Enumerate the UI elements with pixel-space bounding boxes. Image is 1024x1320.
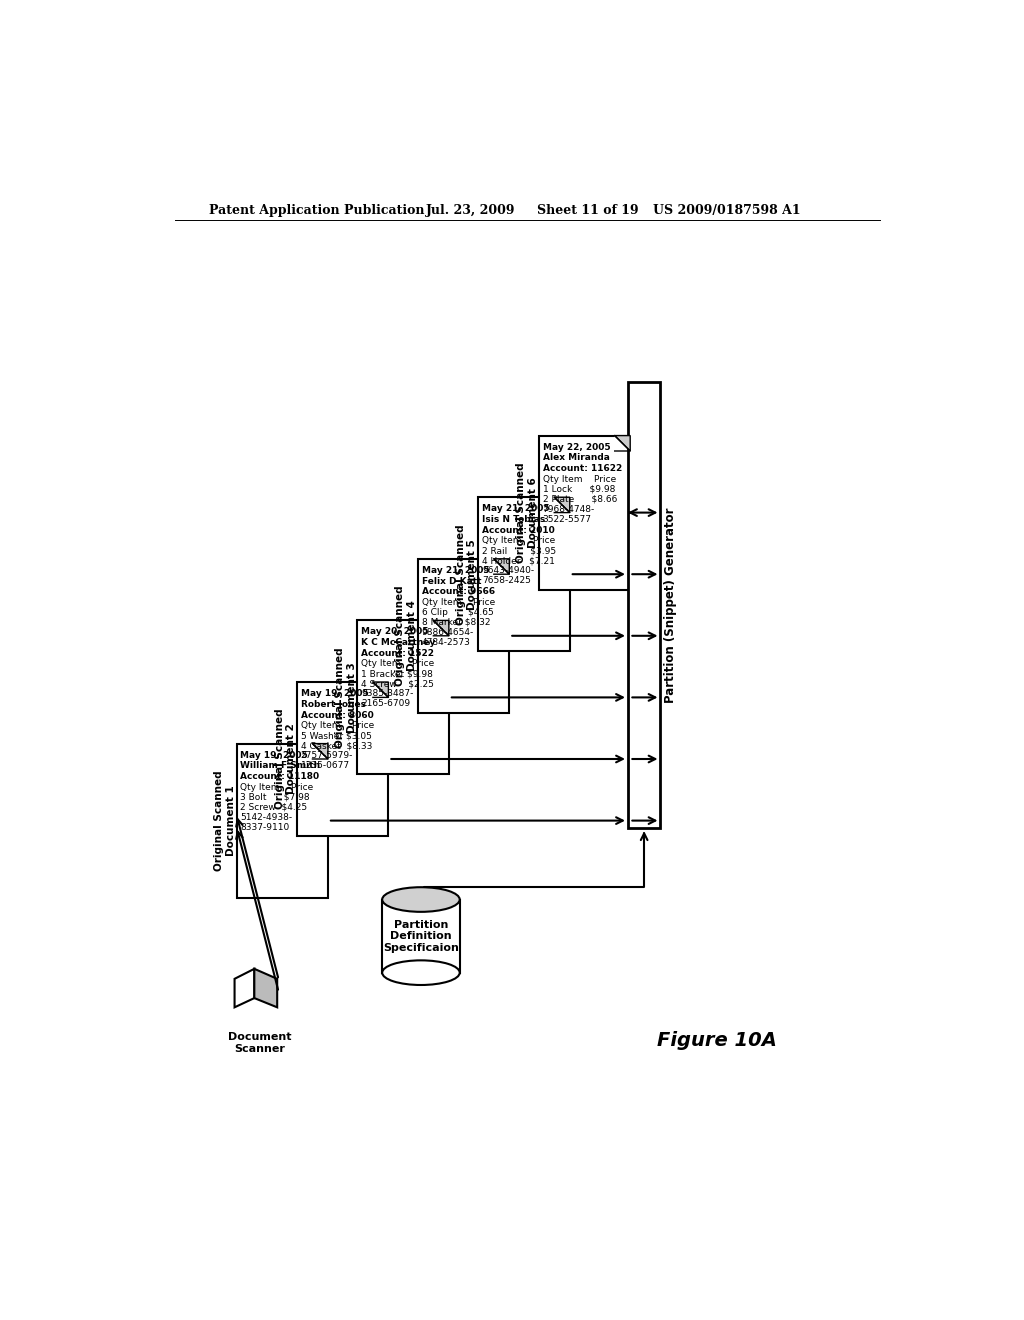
Text: 7658-2425: 7658-2425 [482, 577, 531, 585]
Text: Original Scanned
Document 6: Original Scanned Document 6 [516, 462, 538, 562]
Polygon shape [494, 558, 509, 574]
Text: Partition
Definition
Specificaion: Partition Definition Specificaion [383, 920, 459, 953]
Text: Account: 2010: Account: 2010 [482, 525, 555, 535]
Text: US 2009/0187598 A1: US 2009/0187598 A1 [653, 205, 801, 218]
Text: Jul. 23, 2009: Jul. 23, 2009 [426, 205, 516, 218]
Text: Partition (Snippet) Generator: Partition (Snippet) Generator [665, 507, 677, 702]
Text: May 20, 2005: May 20, 2005 [361, 627, 429, 636]
Text: Qty Item    Price: Qty Item Price [301, 721, 374, 730]
Polygon shape [234, 969, 254, 1007]
Text: Qty Item    Price: Qty Item Price [241, 783, 313, 792]
Text: 7968-4748-: 7968-4748- [543, 504, 595, 513]
Polygon shape [373, 682, 388, 697]
Text: 1 Bracket $9.98: 1 Bracket $9.98 [361, 669, 433, 678]
Text: May 22, 2005: May 22, 2005 [543, 442, 610, 451]
Text: 1 Lock      $9.98: 1 Lock $9.98 [543, 484, 615, 494]
Text: 4 Gasket  $8.33: 4 Gasket $8.33 [301, 741, 372, 750]
Text: Account: 8060: Account: 8060 [301, 710, 374, 719]
Text: May 19, 2005: May 19, 2005 [301, 689, 369, 698]
Text: Account: 9666: Account: 9666 [422, 587, 495, 597]
Text: Document
Scanner: Document Scanner [228, 1032, 292, 1053]
Ellipse shape [382, 887, 460, 912]
Text: Qty Item    Price: Qty Item Price [482, 536, 555, 545]
Text: 8337-9110: 8337-9110 [241, 822, 290, 832]
Text: Account: 11622: Account: 11622 [543, 465, 622, 473]
Polygon shape [433, 620, 449, 636]
Text: Qty Item    Price: Qty Item Price [422, 598, 495, 607]
Text: Original Scanned
Document 5: Original Scanned Document 5 [456, 524, 477, 624]
Text: Account: 1522: Account: 1522 [361, 649, 434, 657]
Text: William F Smith: William F Smith [241, 762, 321, 771]
Text: 1235-0677: 1235-0677 [301, 762, 350, 770]
Text: Qty Item    Price: Qty Item Price [361, 660, 434, 668]
Text: Account: 11180: Account: 11180 [241, 772, 319, 781]
Polygon shape [312, 743, 328, 759]
Text: 4784-2573: 4784-2573 [422, 638, 471, 647]
Text: 2165-6709: 2165-6709 [361, 700, 411, 709]
Polygon shape [373, 682, 388, 697]
Text: Figure 10A: Figure 10A [657, 1031, 777, 1049]
Polygon shape [614, 436, 630, 451]
Polygon shape [554, 498, 569, 512]
Text: May 21, 2005: May 21, 2005 [422, 566, 489, 574]
Text: 6 Clip       $4.65: 6 Clip $4.65 [422, 607, 494, 616]
Ellipse shape [382, 961, 460, 985]
Text: Original Scanned
Document 4: Original Scanned Document 4 [395, 586, 417, 686]
Text: 9643-4940-: 9643-4940- [482, 566, 535, 576]
Text: Original Scanned
Document 3: Original Scanned Document 3 [335, 647, 356, 747]
Text: Qty Item    Price: Qty Item Price [543, 475, 615, 483]
Polygon shape [312, 743, 328, 759]
Polygon shape [554, 498, 569, 512]
Text: 9886-4654-: 9886-4654- [422, 628, 474, 636]
Bar [382, 899, 460, 973]
Polygon shape [494, 558, 509, 574]
Text: 4 Screw    $2.25: 4 Screw $2.25 [361, 680, 434, 689]
Bar [478, 498, 569, 651]
Text: May 21, 2005: May 21, 2005 [482, 504, 550, 513]
Text: 5 Washer $3.05: 5 Washer $3.05 [301, 731, 372, 741]
Text: Robert Jones: Robert Jones [301, 700, 366, 709]
Text: 8 Marker $8.32: 8 Marker $8.32 [422, 618, 490, 627]
Bar [237, 743, 328, 898]
Text: 3 Bolt      $7.98: 3 Bolt $7.98 [241, 792, 310, 801]
Text: Original Scanned
Document 2: Original Scanned Document 2 [274, 709, 296, 809]
Text: 2757-5979-: 2757-5979- [301, 751, 353, 760]
Bar [418, 558, 509, 713]
Polygon shape [254, 969, 278, 1007]
Polygon shape [614, 436, 630, 451]
Bar [539, 436, 630, 590]
Text: 2 Screw  $4.25: 2 Screw $4.25 [241, 803, 307, 812]
Text: Isis N Tobias: Isis N Tobias [482, 515, 546, 524]
Text: Patent Application Publication: Patent Application Publication [209, 205, 425, 218]
Text: Original Scanned
Document 1: Original Scanned Document 1 [214, 771, 236, 871]
Text: 2 Rail        $3.95: 2 Rail $3.95 [482, 546, 556, 556]
Text: Alex Miranda: Alex Miranda [543, 454, 609, 462]
Text: 4 Holder   $7.21: 4 Holder $7.21 [482, 556, 555, 565]
Text: 5142-4938-: 5142-4938- [241, 813, 293, 821]
Polygon shape [433, 620, 449, 636]
Bar [297, 682, 388, 836]
Bar [628, 381, 660, 829]
Text: Felix D Katt: Felix D Katt [422, 577, 481, 586]
Text: K C McCartney: K C McCartney [361, 639, 435, 647]
Text: Sheet 11 of 19: Sheet 11 of 19 [538, 205, 639, 218]
Text: 2 Plate      $8.66: 2 Plate $8.66 [543, 495, 617, 504]
Text: 3522-5577: 3522-5577 [543, 515, 592, 524]
Bar [357, 620, 449, 775]
Text: May 19, 2005: May 19, 2005 [241, 751, 308, 759]
Text: 9385-3487-: 9385-3487- [361, 689, 414, 698]
